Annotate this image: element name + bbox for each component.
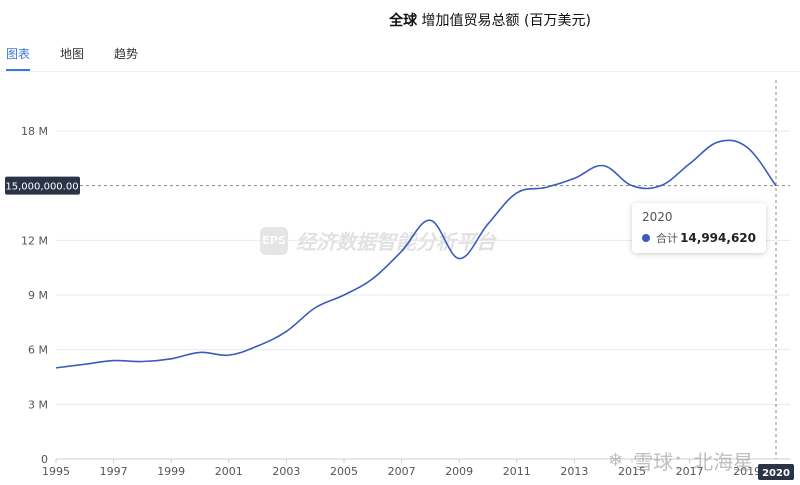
y-tick-label: 3 M: [28, 398, 48, 411]
x-tick-label: 2001: [215, 465, 243, 478]
watermark: EPS 经济数据智能分析平台: [260, 226, 496, 255]
y-tick-label: 9 M: [28, 289, 48, 302]
source-text: 雪球：北海星: [633, 450, 754, 474]
view-tabs: 图表 地图 趋势: [6, 45, 168, 71]
x-tick-label: 1999: [157, 465, 185, 478]
crosshair-x-label-bg: [758, 464, 794, 480]
tab-trend[interactable]: 趋势: [114, 47, 139, 61]
x-tick-label: 2015: [618, 465, 646, 478]
watermark-text: 经济数据智能分析平台: [296, 230, 496, 254]
tooltip-year: 2020: [642, 210, 673, 224]
crosshair-x-label: 2020: [762, 468, 790, 479]
snowflake-icon: ❄: [608, 450, 624, 471]
series-line: [55, 139, 777, 369]
series-dot-icon: [642, 234, 650, 242]
y-tick-label: 0: [41, 453, 48, 466]
title-bold: 全球: [389, 13, 418, 29]
y-tick-label: 12 M: [21, 234, 48, 247]
source-watermark: ❄ 雪球：北海星: [608, 446, 753, 475]
x-tick-label: 2019: [733, 465, 761, 478]
x-tick-label: 2009: [445, 465, 473, 478]
x-tick-label: 2003: [272, 465, 300, 478]
x-tick-label: 2005: [330, 465, 358, 478]
x-tick-label: 1995: [42, 465, 70, 478]
x-tick-label: 2013: [560, 465, 588, 478]
data-tooltip: 2020 合计 14,994,620: [632, 203, 766, 253]
crosshair-y-label: 15,000,000.00: [5, 182, 78, 193]
tooltip-value: 14,994,620: [680, 231, 756, 245]
tab-chart[interactable]: 图表: [6, 45, 31, 71]
x-tick-label: 2007: [388, 465, 416, 478]
x-tick-label: 2017: [676, 465, 704, 478]
y-tick-label: 18 M: [21, 125, 48, 138]
x-tick-label: 1997: [100, 465, 128, 478]
crosshair-y-label-bg: [5, 176, 80, 195]
title-rest: 增加值贸易总额 (百万美元): [421, 13, 591, 29]
tooltip-row: 合计 14,994,620: [642, 230, 756, 246]
tooltip-series-name: 合计: [656, 232, 678, 245]
y-tick-label: 6 M: [28, 344, 48, 357]
tab-divider: [0, 71, 800, 72]
tab-map[interactable]: 地图: [60, 47, 85, 61]
x-tick-label: 2011: [503, 465, 531, 478]
chart-title: 全球 增加值贸易总额 (百万美元): [0, 10, 800, 30]
